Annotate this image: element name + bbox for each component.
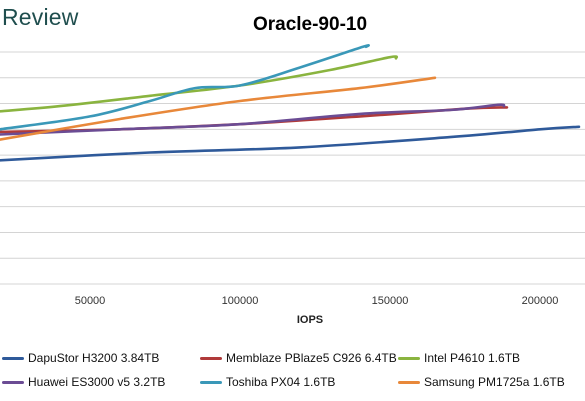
chart-title: Oracle-90-10	[252, 14, 368, 35]
legend-swatch	[200, 380, 222, 384]
legend-swatch	[398, 356, 420, 360]
gridlines	[0, 51, 585, 285]
legend-item: Samsung PM1725a 1.6TB	[398, 375, 565, 389]
legend-item: Memblaze PBlaze5 C926 6.4TB	[200, 351, 397, 365]
x-tick-label: 150000	[372, 295, 409, 307]
legend-swatch	[2, 380, 24, 384]
x-axis-ticks: 50000 100000 150000 200000	[75, 295, 559, 307]
legend-label: Intel P4610 1.6TB	[424, 351, 521, 365]
x-axis-label: IOPS	[296, 314, 324, 326]
legend-item: DapuStor H3200 3.84TB	[2, 351, 159, 365]
legend-swatch	[200, 356, 222, 360]
legend-swatch	[2, 356, 24, 360]
series-lines	[0, 44, 581, 162]
legend-swatch	[398, 380, 420, 384]
brand-logo-text: Review	[2, 4, 79, 30]
series-line-3	[0, 103, 506, 136]
legend: DapuStor H3200 3.84TB Memblaze PBlaze5 C…	[0, 345, 585, 401]
legend-label: Samsung PM1725a 1.6TB	[424, 375, 565, 389]
series-line-0	[0, 125, 581, 162]
legend-item: Huawei ES3000 v5 3.2TB	[2, 375, 165, 389]
x-tick-label: 100000	[222, 295, 259, 307]
legend-item: Toshiba PX04 1.6TB	[200, 375, 335, 389]
series-line-4	[0, 44, 370, 131]
legend-label: Huawei ES3000 v5 3.2TB	[28, 375, 166, 389]
legend-label: Toshiba PX04 1.6TB	[226, 375, 336, 389]
x-tick-label: 200000	[522, 295, 559, 307]
legend-label: Memblaze PBlaze5 C926 6.4TB	[226, 351, 397, 365]
series-line-5	[0, 76, 437, 141]
x-tick-label: 50000	[75, 295, 106, 307]
legend-item: Intel P4610 1.6TB	[398, 351, 520, 365]
legend-label: DapuStor H3200 3.84TB	[28, 351, 160, 365]
